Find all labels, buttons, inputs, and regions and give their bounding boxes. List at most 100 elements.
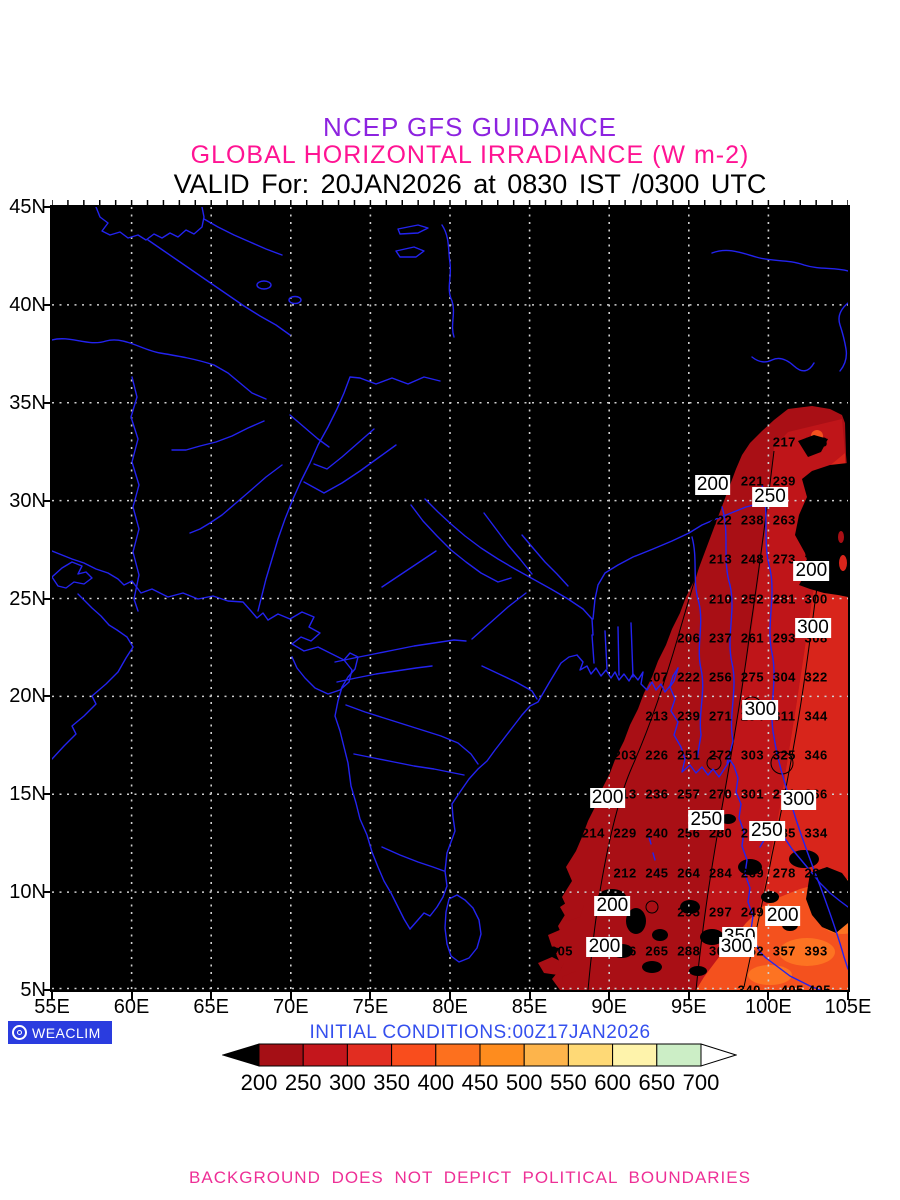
grid-value: 236 [645,786,669,802]
svg-text:400: 400 [417,1070,454,1095]
lon-tick [767,992,770,1000]
grid-value: 210 [709,591,733,606]
grid-value: 273 [772,551,796,567]
grid-value: 357 [772,943,796,959]
grid-value: 213 [709,551,733,567]
grid-value: 205 [549,943,574,959]
grid-value: 237 [709,630,733,646]
lon-tick-label: 100E [745,996,792,1018]
grid-value: 340 [737,982,761,992]
weaclim-logo-icon [12,1025,27,1040]
lat-tick-label: 25N [9,587,46,610]
colorbar-legend: 200 250 300 350 400 450 500 550 600 650 700 [222,1043,737,1095]
grid-value: 393 [804,943,828,959]
grid-value: 252 [740,591,765,606]
lon-tick [130,992,133,1000]
right-edge-islets [838,531,847,571]
grid-value: 346 [804,747,828,763]
grid-value: 263 [772,512,796,528]
grid-value: 284 [709,865,733,881]
svg-text:450: 450 [462,1070,499,1095]
lat-tick-label: 15N [9,783,46,806]
grid-value: 303 [740,747,765,763]
contour-label: 250 [688,808,725,830]
lat-tick-label: 10N [9,881,46,904]
grid-value: 214 [581,825,605,841]
grid-value: 281 [772,591,796,606]
grid-value: 265 [645,943,669,959]
grid-value: 344 [804,708,828,724]
grid-value: 216 [804,434,828,450]
grid-value: 275 [740,669,765,685]
svg-text:650: 650 [638,1070,675,1095]
lat-tick [43,793,51,796]
svg-text:200: 200 [241,1070,278,1095]
contour-label: 200 [586,935,623,957]
lon-tick [210,992,213,1000]
grid-value: 213 [645,708,669,724]
grid-value: 256 [709,669,733,685]
lat-tick-label: 20N [9,685,46,708]
grid-value: 264 [677,865,701,881]
lat-tick [43,206,51,208]
grid-value: 271 [709,708,733,724]
grid-value: 207 [645,669,669,685]
grid-value: 245 [645,865,669,881]
contour-label: 300 [780,789,817,811]
valid-time-title: VALID For: 20JAN2026 at 0830 IST /0300 U… [173,169,767,199]
svg-text:500: 500 [506,1070,543,1095]
grid-value: 239 [772,473,796,489]
grid-value: 295 [677,904,701,920]
lat-tick-label: 5N [20,979,46,1001]
grid-value: 221 [740,473,765,489]
grid-value: 239 [677,708,701,724]
lon-tick-label: 105E [824,996,872,1018]
grid-value: 254 [804,473,828,489]
grid-value: 261 [740,630,765,646]
grid-value: 334 [804,825,828,841]
grid-value: 405 [807,982,831,992]
grid-value: 251 [677,747,701,763]
lon-tick-label: 80E [432,996,468,1018]
grid-value: 238 [740,512,765,528]
grid-value: 293 [772,630,796,646]
lon-tick-label: 90E [591,996,627,1018]
lon-tick-label: 75E [352,996,389,1018]
lat-tick [43,499,51,502]
grid-value: 322 [804,669,828,685]
contour-label: 300 [742,699,779,721]
grid-value: 297 [709,904,733,920]
grid-value: 269 [740,865,765,881]
grid-value: 222 [709,512,733,528]
grid-value: 289 [804,865,828,881]
weaclim-logo: WEACLIM [8,1021,112,1044]
lat-tick [43,891,51,894]
weaclim-logo-label: WEACLIM [32,1024,101,1041]
lon-tick-label: 70E [273,996,309,1018]
contour-label: 200 [793,560,830,582]
initial-conditions-text: INITIAL CONDITIONS:00Z17JAN2026 [309,1022,651,1043]
grid-value: 288 [677,943,701,959]
contour-label: 200 [764,904,801,926]
contour-label: 300 [795,616,831,638]
svg-text:350: 350 [373,1070,410,1095]
coastlines-rivers [52,207,848,990]
lon-tick [449,992,451,1000]
grid-value: 222 [677,669,701,685]
grid-value: 270 [709,786,733,802]
grid-value: 278 [772,865,796,881]
lat-tick-label: 45N [9,196,46,218]
grid-value: 405 [780,982,804,992]
contour-label: 200 [589,787,626,809]
lat-tick [43,989,51,991]
grid-value: 217 [772,434,796,450]
lon-tick-label: 85E [511,996,548,1018]
grid-value: 206 [677,630,701,646]
grid-value: 311 [773,708,796,724]
grid-value: 300 [804,591,828,606]
svg-text:600: 600 [594,1070,631,1095]
lon-tick [51,992,53,1000]
lon-tick-label: 60E [113,996,150,1018]
lat-tick-label: 40N [9,293,46,316]
